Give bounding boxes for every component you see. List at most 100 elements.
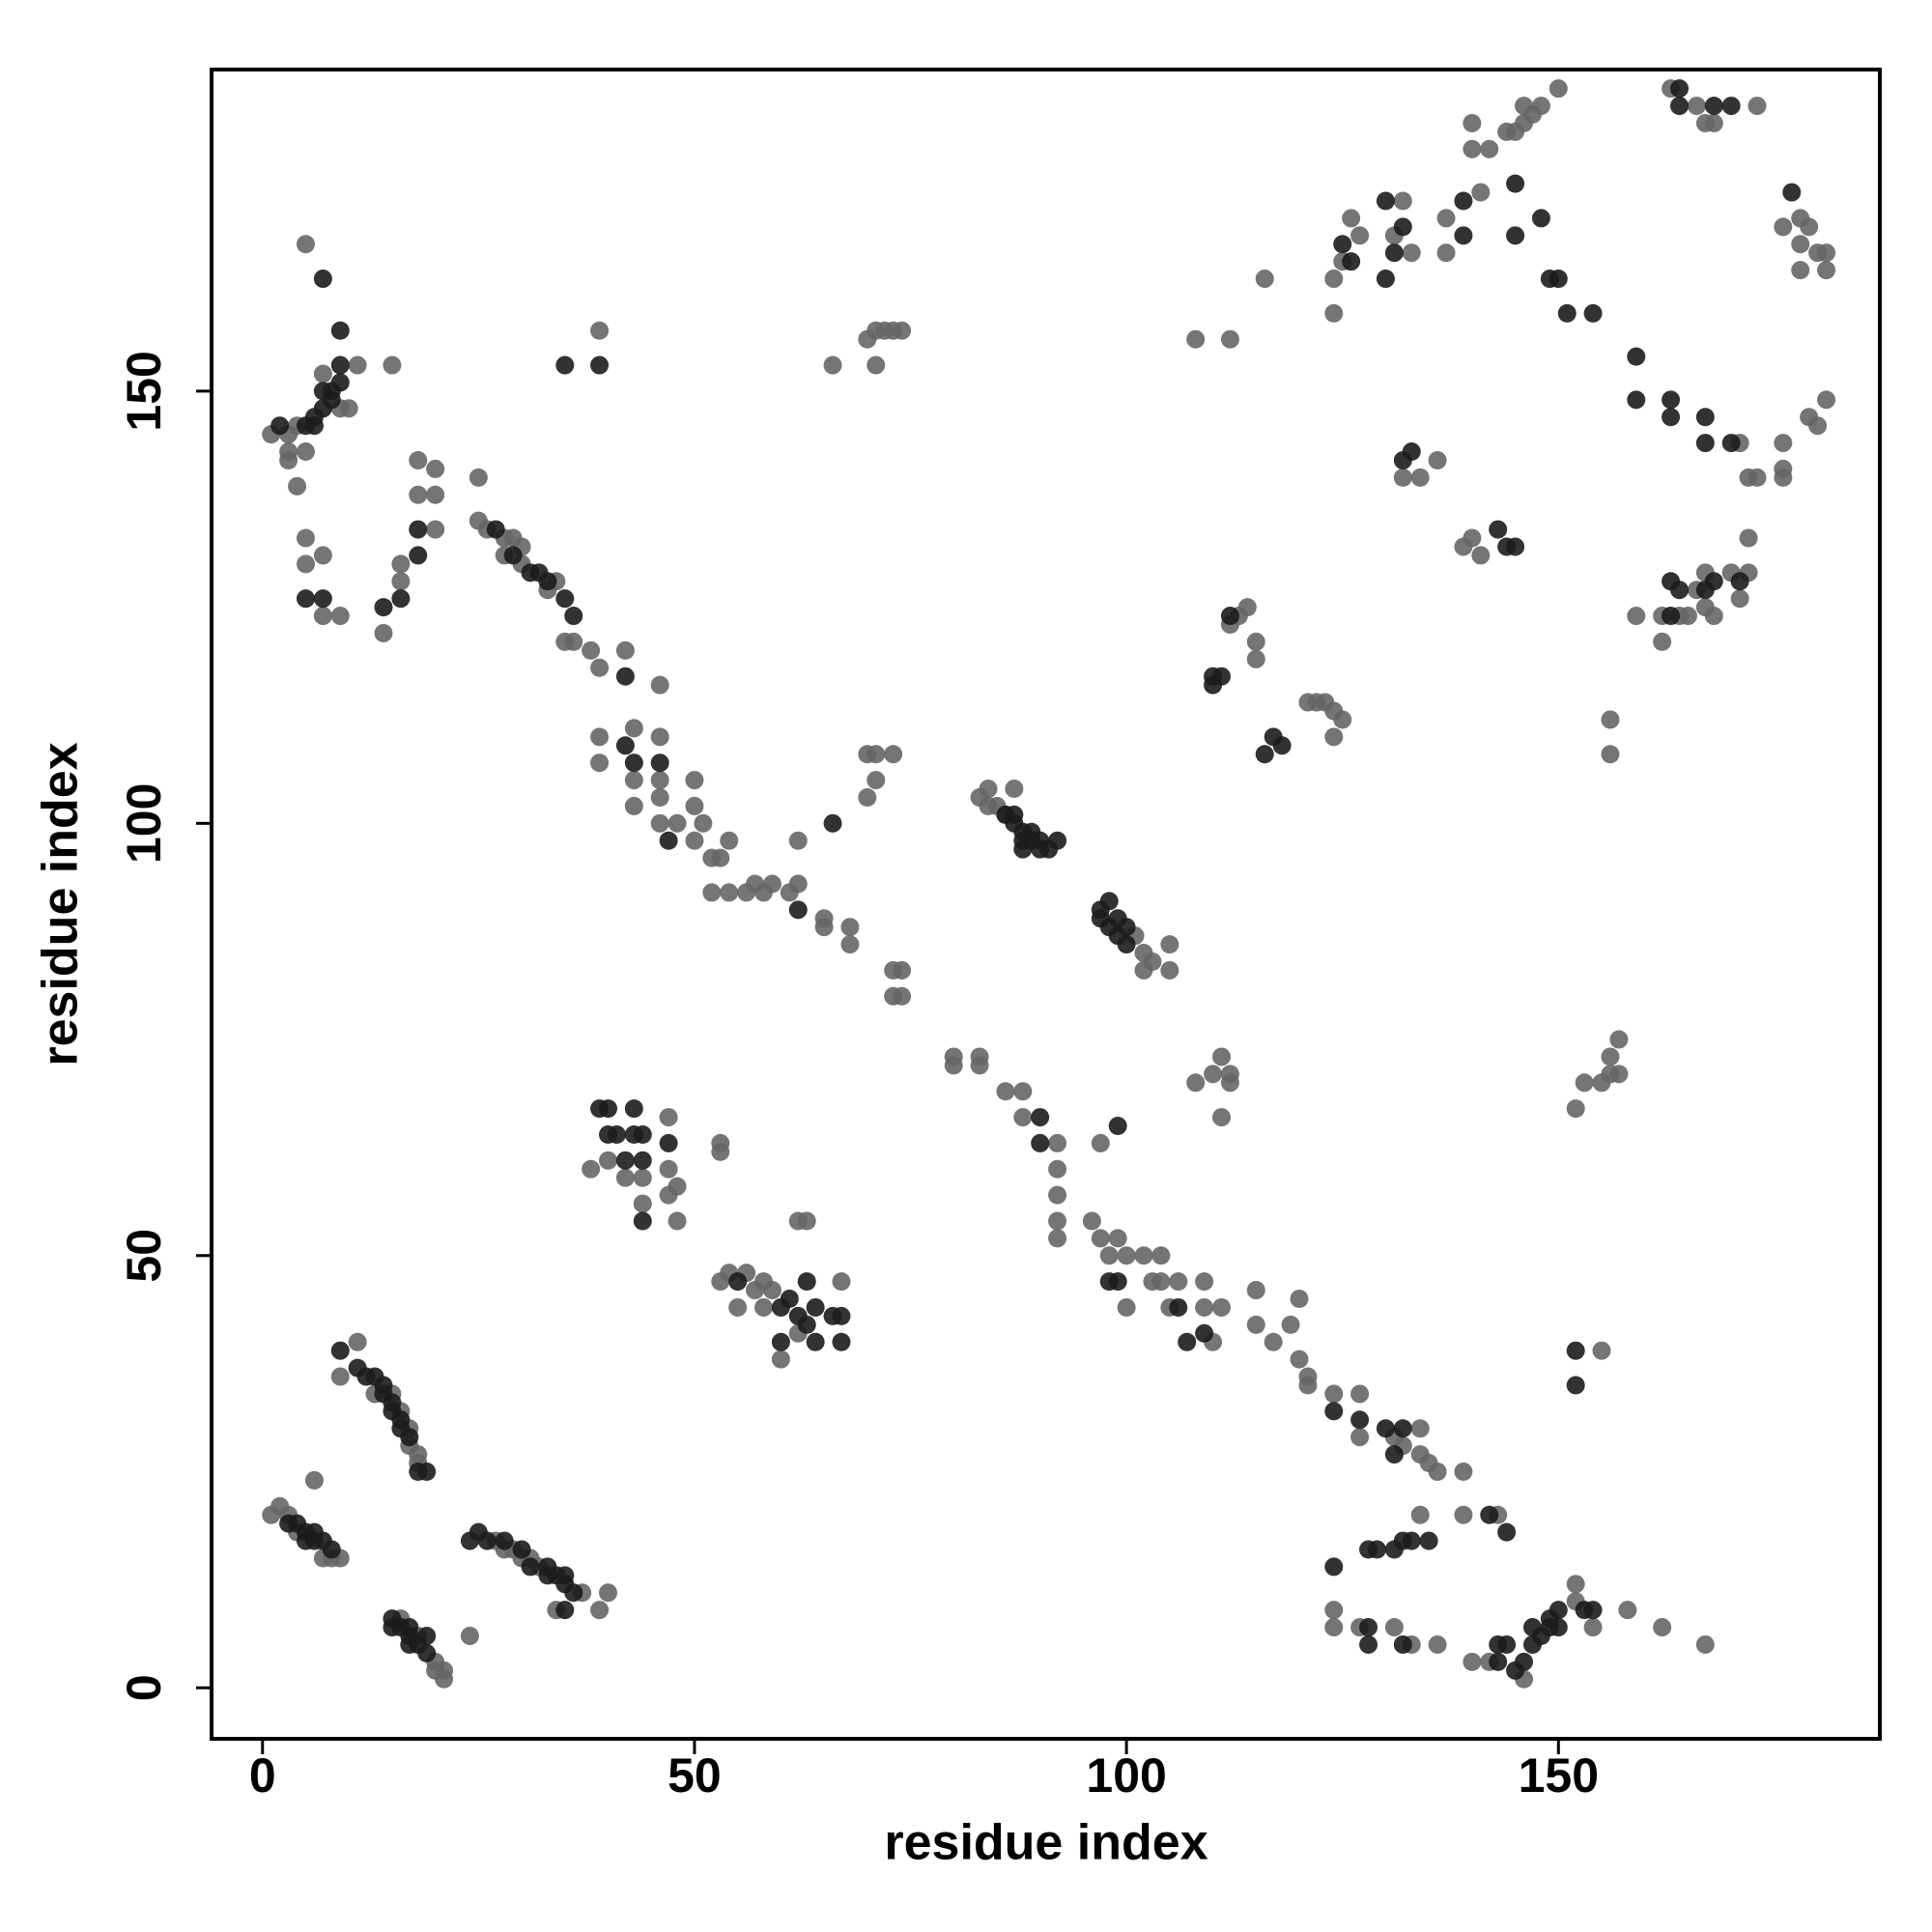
point [400,1618,419,1637]
point [1324,303,1344,323]
y-axis-label: residue index [33,742,89,1065]
point [1402,1531,1421,1550]
point [1506,226,1525,245]
point [1376,191,1395,211]
point [1031,1108,1050,1127]
point [797,1211,816,1231]
point [771,1350,790,1369]
point [409,485,428,504]
point [460,1627,479,1646]
point [694,813,713,833]
point [1048,1211,1067,1231]
point [296,528,315,548]
point [840,935,860,954]
point [1324,1557,1344,1577]
point [1350,226,1370,245]
point [1324,1402,1344,1421]
point [1428,1634,1447,1654]
point [1548,270,1568,289]
point [1662,390,1681,410]
point [1747,468,1767,487]
point [780,1290,799,1309]
point [582,640,601,660]
point [1316,693,1335,712]
point [330,607,350,626]
point [1013,1082,1033,1101]
point [711,1142,730,1161]
point [322,1540,341,1559]
point [1463,528,1482,548]
point [711,1272,730,1292]
point [893,960,912,980]
point [1134,1246,1153,1265]
point [1367,1540,1386,1559]
point [477,1531,497,1550]
point [313,546,332,565]
point [1428,1462,1447,1481]
point [867,355,886,375]
point [391,589,411,609]
point [728,1297,748,1317]
point [806,1332,825,1351]
point [1662,572,1681,591]
point [1704,607,1723,626]
point [400,1428,419,1447]
x-tick-label: 100 [1086,1748,1166,1803]
point [599,1151,618,1170]
point [1117,935,1136,954]
point [1108,1117,1127,1136]
point [1117,918,1136,937]
point [1384,243,1404,263]
point [590,658,610,677]
point [564,1583,583,1603]
point [1817,390,1836,410]
x-axis-label: residue index [884,1815,1208,1871]
point [867,771,886,790]
point [1739,528,1758,548]
point [590,321,610,340]
point [1575,1073,1594,1093]
point [1290,1350,1309,1369]
point [944,1056,963,1075]
x-tick-label: 50 [668,1748,722,1803]
point [409,546,428,565]
point [615,1168,635,1187]
point [685,771,704,790]
point [330,321,350,340]
point [1566,1376,1585,1395]
point [409,520,428,539]
point [1151,1246,1171,1265]
point [1782,183,1802,202]
point [304,416,324,436]
point [685,831,704,850]
point [383,355,402,375]
point [1186,1073,1206,1093]
point [823,355,842,375]
point [1627,347,1646,366]
point [1583,1601,1603,1620]
point [685,796,704,815]
point [1195,1323,1214,1343]
point [659,1159,678,1179]
point [313,589,332,609]
point [426,459,445,478]
point [1013,1108,1033,1127]
point [607,1124,626,1144]
point [1350,1428,1370,1447]
point [1220,329,1239,349]
point [1506,537,1525,556]
point [1082,1211,1101,1231]
point [409,450,428,469]
point [832,1306,851,1325]
point [1091,1229,1110,1248]
point [1246,1281,1265,1300]
point [893,986,912,1006]
point [495,1531,514,1550]
point [728,1272,748,1292]
point [1592,1341,1611,1360]
point [288,476,307,496]
point [702,883,722,902]
point [650,727,669,747]
point [1695,434,1715,453]
point [1160,960,1179,980]
